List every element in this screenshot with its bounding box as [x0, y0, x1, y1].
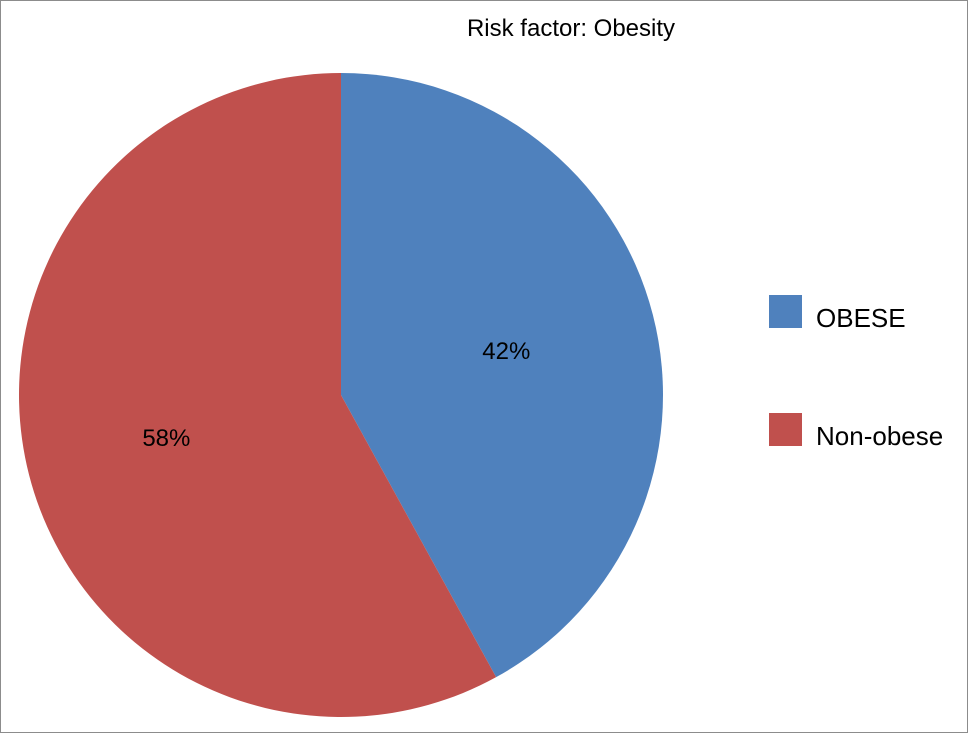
legend-label-obese: OBESE [816, 303, 906, 333]
pie-slice-obese [341, 73, 664, 678]
pie-slice-non-obese [19, 73, 497, 717]
slice-label-non-obese: 58% [142, 425, 190, 452]
slice-label-obese: 42% [482, 338, 530, 365]
chart-title: Risk factor: Obesity [466, 15, 676, 42]
legend-swatch-obese [769, 295, 802, 328]
legend-swatch-non-obese [769, 413, 802, 446]
legend-label-non-obese: Non-obese [816, 421, 944, 451]
